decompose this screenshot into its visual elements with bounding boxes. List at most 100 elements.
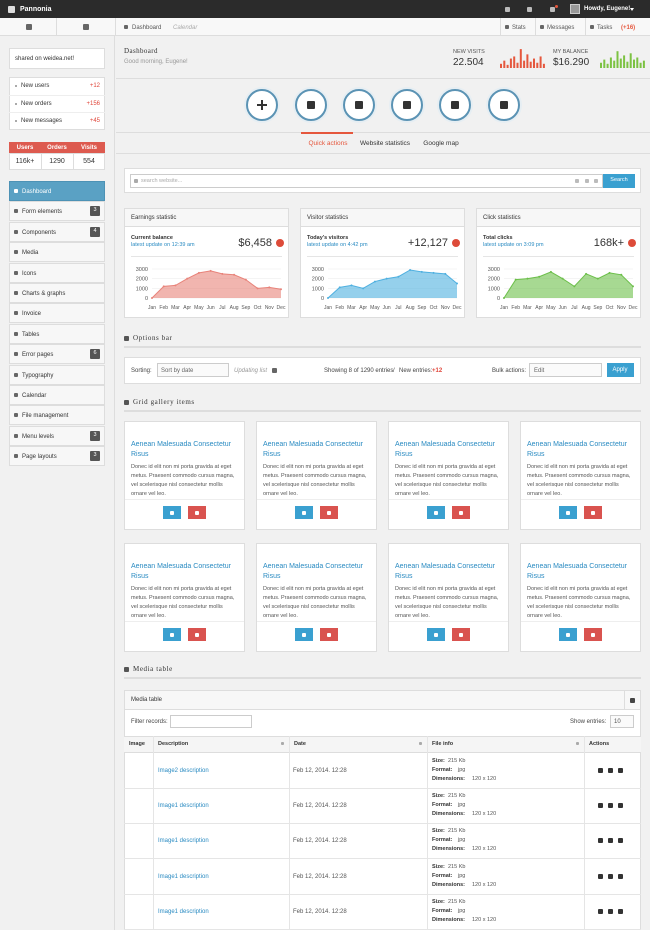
icon: [576, 742, 579, 745]
menu-item[interactable]: [9, 303, 105, 324]
counter-label[interactable]: New users: [21, 83, 50, 89]
x-tick-label: Jun: [559, 305, 567, 311]
row-description[interactable]: Image1 description: [158, 838, 209, 845]
counter-label[interactable]: New messages: [21, 118, 63, 125]
point: [350, 284, 353, 287]
y-tick-label: 3000: [136, 267, 148, 273]
action-icon[interactable]: [598, 838, 603, 844]
action-icon[interactable]: [618, 908, 623, 914]
filter-input[interactable]: [170, 715, 252, 728]
icon: [261, 100, 263, 110]
card-text: Donec id elit non mi porta gravida at eg…: [527, 464, 631, 497]
icon: [459, 511, 463, 515]
spark-bar: [519, 49, 522, 68]
search-button[interactable]: [603, 174, 635, 188]
gallery-card: [520, 421, 641, 530]
x-tick-label: Sep: [417, 305, 426, 311]
action-icon[interactable]: [618, 838, 623, 844]
menu-item[interactable]: [9, 181, 105, 201]
menu-item[interactable]: [9, 201, 105, 222]
action-icon[interactable]: [608, 873, 613, 879]
sidebar-toggle[interactable]: [0, 18, 57, 36]
icon: [14, 413, 18, 418]
x-tick-label: Feb: [159, 305, 168, 311]
spark-bar: [633, 59, 635, 68]
menu-item[interactable]: [9, 323, 105, 344]
icon: [355, 101, 363, 109]
icon: [575, 179, 579, 183]
new-entries-value: +12: [432, 368, 443, 374]
action-icon[interactable]: [608, 768, 613, 773]
tab[interactable]: Website statistics: [359, 140, 411, 147]
row-line: [124, 823, 641, 825]
menu-item[interactable]: [9, 446, 105, 467]
action-icon[interactable]: [598, 873, 603, 879]
column-header[interactable]: Date: [294, 741, 306, 747]
section-line: [124, 346, 641, 348]
row-description[interactable]: Image2 description: [158, 768, 209, 774]
spark-bar: [603, 59, 606, 68]
column-header[interactable]: File info: [432, 741, 454, 747]
bulk-select[interactable]: [529, 363, 602, 377]
menu-item[interactable]: [9, 405, 105, 426]
card-text: Donec id elit non mi porta gravida at eg…: [131, 464, 235, 497]
action-icon[interactable]: [598, 908, 603, 914]
menu-item[interactable]: [9, 385, 105, 405]
nav-link[interactable]: Stats: [512, 25, 526, 31]
menu-item[interactable]: [9, 262, 105, 283]
point: [561, 277, 564, 280]
column-header[interactable]: Description: [158, 741, 189, 747]
tab[interactable]: Google map: [423, 140, 459, 147]
counter-label[interactable]: New orders: [21, 100, 52, 107]
row-description[interactable]: Image1 description: [158, 873, 209, 880]
x-tick-label: Jan: [324, 305, 332, 311]
search-input[interactable]: [130, 174, 603, 188]
card-text: Donec id elit non mi porta gravida at eg…: [263, 586, 367, 619]
row-description[interactable]: Image1 description: [158, 908, 209, 915]
file-value: 215 Kb: [448, 758, 466, 764]
file-value: 215 Kb: [448, 828, 466, 835]
user-name: Howdy, Eugene!: [584, 6, 631, 12]
file-label: Format:: [432, 802, 453, 809]
menu-item[interactable]: [9, 221, 105, 242]
stat-value: 1290: [49, 158, 65, 165]
row-description[interactable]: Image1 description: [158, 803, 209, 810]
breadcrumb-item[interactable]: Dashboard: [132, 25, 162, 31]
apply-button[interactable]: [607, 363, 634, 377]
icon: [14, 291, 18, 295]
section-title: Grid gallery items: [133, 398, 195, 406]
sort-select[interactable]: [157, 363, 229, 377]
file-label: Size:: [432, 793, 445, 800]
spark-bar: [509, 58, 512, 68]
action-icon[interactable]: [618, 803, 623, 809]
point: [632, 285, 634, 288]
action-icon[interactable]: [618, 873, 623, 879]
panel-value: +12,127: [407, 237, 448, 249]
menu-item[interactable]: [9, 425, 105, 446]
quick-action[interactable]: [439, 89, 471, 121]
search-button-text: Search: [610, 177, 628, 183]
menu-item[interactable]: [9, 344, 105, 365]
menu-item[interactable]: [9, 242, 105, 263]
action-icon[interactable]: [608, 838, 613, 844]
shared-box: [9, 48, 105, 69]
avatar: [570, 4, 580, 14]
action-icon[interactable]: [608, 908, 613, 914]
counter-value: +12: [89, 83, 100, 89]
action-icon[interactable]: [598, 768, 603, 773]
row-date: Feb 12, 2014. 12:28: [293, 768, 347, 774]
action-icon[interactable]: [598, 803, 603, 809]
search-placeholder: search website...: [141, 178, 183, 184]
menu-item[interactable]: [9, 364, 105, 385]
action-icon[interactable]: [618, 768, 623, 773]
nav-link[interactable]: Tasks: [597, 25, 613, 31]
action-icon[interactable]: [608, 803, 613, 809]
menu-item[interactable]: [9, 283, 105, 303]
show-select[interactable]: [610, 715, 634, 728]
x-tick-label: Sep: [241, 305, 250, 311]
point: [585, 272, 588, 275]
tab[interactable]: Quick actions: [308, 140, 348, 147]
nav-link[interactable]: Messages: [547, 25, 575, 31]
menu-label: Icons: [22, 270, 37, 277]
